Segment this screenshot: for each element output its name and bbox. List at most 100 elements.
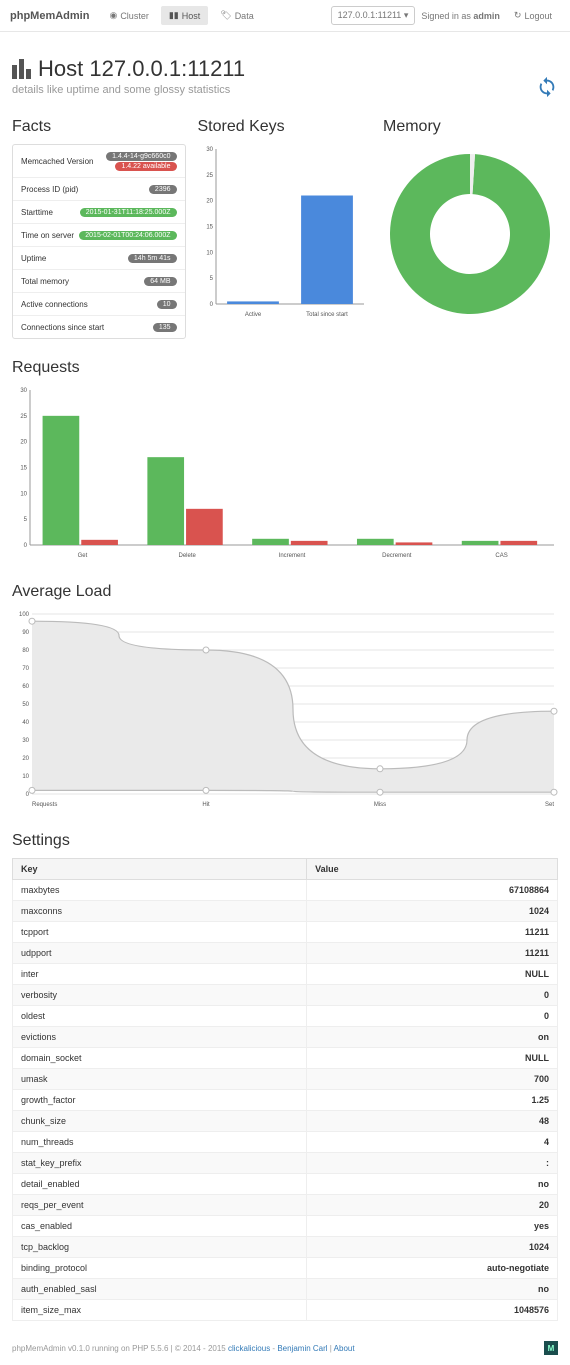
facts-label: Time on server (21, 231, 74, 240)
svg-text:10: 10 (20, 491, 27, 497)
svg-text:20: 20 (206, 199, 213, 205)
facts-label: Process ID (pid) (21, 185, 78, 194)
svg-text:Delete: Delete (179, 553, 197, 559)
facts-badge: 2396 (149, 185, 177, 194)
settings-row: binding_protocolauto-negotiate (13, 1258, 558, 1279)
footer-link-author[interactable]: Benjamin Carl (277, 1344, 327, 1353)
refresh-icon (536, 76, 558, 98)
settings-key: num_threads (13, 1132, 307, 1153)
settings-table: Key Value maxbytes67108864maxconns1024tc… (12, 858, 558, 1321)
data-icon: 🏷 (220, 10, 231, 21)
load-heading: Average Load (12, 583, 558, 601)
settings-value: 20 (307, 1195, 558, 1216)
settings-value: no (307, 1174, 558, 1195)
settings-value: : (307, 1153, 558, 1174)
host-icon: ▮▮ (169, 10, 179, 21)
nav-data[interactable]: 🏷Data (212, 6, 261, 25)
footer-link-about[interactable]: About (334, 1344, 355, 1353)
stored-keys-heading: Stored Keys (198, 118, 372, 136)
facts-table: Memcached Version1.4.4-14-g9c660c01.4.22… (12, 144, 186, 339)
settings-row: growth_factor1.25 (13, 1090, 558, 1111)
settings-value: 0 (307, 1006, 558, 1027)
facts-badges: 135 (153, 322, 177, 332)
facts-label: Total memory (21, 277, 69, 286)
host-selector[interactable]: 127.0.0.1:11211 ▾ (331, 6, 416, 25)
facts-badges: 2396 (149, 184, 177, 194)
facts-row: Memcached Version1.4.4-14-g9c660c01.4.22… (13, 145, 185, 178)
facts-badge: 1.4.22 available (115, 162, 176, 171)
svg-text:40: 40 (22, 720, 29, 726)
svg-text:Hit: Hit (202, 802, 210, 808)
settings-key: stat_key_prefix (13, 1153, 307, 1174)
settings-row: tcpport11211 (13, 922, 558, 943)
svg-text:Miss: Miss (374, 802, 386, 808)
svg-text:20: 20 (22, 756, 29, 762)
navbar: phpMemAdmin ◉Cluster ▮▮Host 🏷Data 127.0.… (0, 0, 570, 32)
facts-badges: 64 MB (144, 276, 176, 286)
facts-row: Time on server 2015-02-01T00:24:06.000Z (13, 224, 185, 247)
bars-icon (12, 59, 32, 79)
settings-key: tcp_backlog (13, 1237, 307, 1258)
facts-badge: 14h 5m 41s (128, 254, 177, 263)
memory-heading: Memory (383, 118, 558, 136)
host-selector-label: 127.0.0.1:11211 (338, 10, 402, 20)
settings-value: 11211 (307, 922, 558, 943)
facts-label: Connections since start (21, 323, 104, 332)
svg-text:60: 60 (22, 684, 29, 690)
settings-value: 1024 (307, 901, 558, 922)
facts-label: Uptime (21, 254, 46, 263)
facts-badge: 135 (153, 323, 177, 332)
settings-row: oldest0 (13, 1006, 558, 1027)
facts-badge: 10 (157, 300, 177, 309)
settings-row: item_size_max1048576 (13, 1300, 558, 1321)
nav-cluster[interactable]: ◉Cluster (101, 6, 156, 25)
facts-badges: 10 (157, 299, 177, 309)
svg-text:Total since start: Total since start (306, 312, 348, 318)
svg-text:80: 80 (22, 648, 29, 654)
refresh-button[interactable] (536, 76, 558, 103)
facts-badges: 2015-01-31T11:18:25.000Z (80, 207, 177, 217)
svg-text:Get: Get (78, 553, 88, 559)
facts-label: Starttime (21, 208, 53, 217)
facts-badge: 2015-02-01T00:24:06.000Z (79, 231, 176, 240)
nav-host[interactable]: ▮▮Host (161, 6, 208, 25)
facts-panel: Facts Memcached Version1.4.4-14-g9c660c0… (12, 118, 186, 339)
page-title: Host 127.0.0.1:11211 (38, 56, 245, 82)
settings-value: 67108864 (307, 880, 558, 901)
facts-badge: 1.4.4-14-g9c660c0 (106, 152, 176, 161)
svg-text:0: 0 (24, 543, 28, 549)
facts-row: Process ID (pid) 2396 (13, 178, 185, 201)
settings-key: detail_enabled (13, 1174, 307, 1195)
settings-row: detail_enabledno (13, 1174, 558, 1195)
settings-value: 1.25 (307, 1090, 558, 1111)
facts-badges: 2015-02-01T00:24:06.000Z (79, 230, 176, 240)
facts-badge: 64 MB (144, 277, 176, 286)
stored-keys-panel: Stored Keys 051015202530ActiveTotal sinc… (198, 118, 372, 339)
svg-text:30: 30 (20, 388, 27, 394)
facts-badges: 1.4.4-14-g9c660c01.4.22 available (106, 151, 176, 171)
facts-badge: 2015-01-31T11:18:25.000Z (80, 208, 177, 217)
title-prefix: Host (38, 56, 83, 81)
facts-heading: Facts (12, 118, 186, 136)
settings-key: domain_socket (13, 1048, 307, 1069)
logout-link[interactable]: ↻Logout (506, 6, 560, 25)
nav-cluster-label: Cluster (120, 11, 149, 21)
svg-text:Increment: Increment (279, 553, 306, 559)
svg-text:100: 100 (19, 612, 30, 618)
settings-key: inter (13, 964, 307, 985)
svg-text:Set: Set (545, 802, 554, 808)
settings-row: maxbytes67108864 (13, 880, 558, 901)
settings-key: maxbytes (13, 880, 307, 901)
requests-section: Requests 051015202530GetDeleteIncrementD… (12, 359, 558, 563)
title-host: 127.0.0.1:11211 (89, 56, 245, 81)
settings-row: domain_socketNULL (13, 1048, 558, 1069)
logout-label: Logout (524, 11, 552, 21)
settings-key: item_size_max (13, 1300, 307, 1321)
signed-in-prefix: Signed in as (421, 11, 471, 21)
settings-key: binding_protocol (13, 1258, 307, 1279)
settings-key: oldest (13, 1006, 307, 1027)
facts-badges: 14h 5m 41s (128, 253, 177, 263)
footer-link-clickalicious[interactable]: clickalicious (228, 1344, 270, 1353)
settings-value: NULL (307, 964, 558, 985)
nav-left: phpMemAdmin ◉Cluster ▮▮Host 🏷Data (10, 6, 262, 25)
